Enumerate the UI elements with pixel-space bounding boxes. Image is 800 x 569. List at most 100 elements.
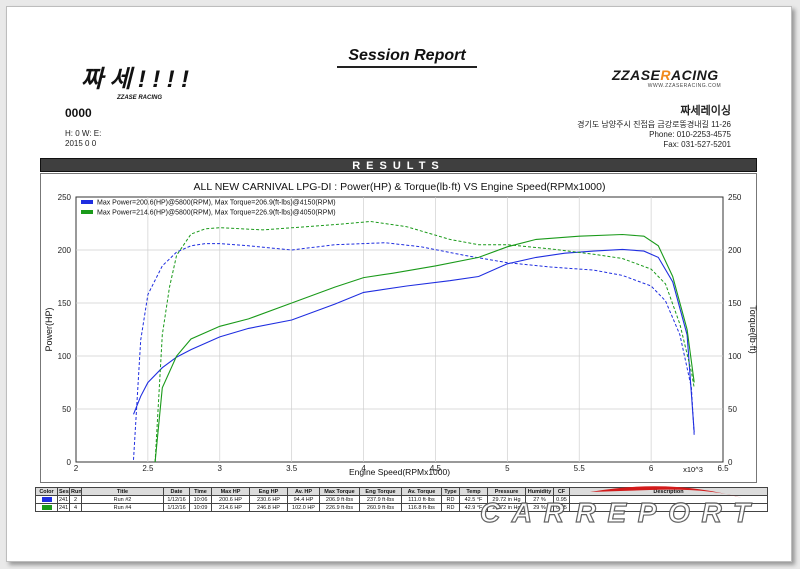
shop-fax: Fax: 031-527-5201	[663, 140, 731, 149]
table-header-cell: Eng Torque	[359, 487, 402, 496]
plot-area	[75, 196, 724, 463]
color-swatch-cell	[35, 503, 58, 512]
table-header-cell: Run	[69, 487, 82, 496]
table-cell: 111.0 ft·lbs	[401, 495, 442, 504]
y-tick-label-right: 250	[728, 193, 742, 202]
results-header: RESULTS	[40, 158, 757, 172]
chart-title: ALL NEW CARNIVAL LPG-DI : Power(HP) & To…	[194, 181, 606, 193]
y-tick-label-left: 100	[58, 352, 72, 361]
series-2-power-line	[154, 233, 695, 463]
y-tick-label-right: 50	[728, 405, 737, 414]
y-tick-label-left: 200	[58, 246, 72, 255]
table-cell: 241	[57, 495, 70, 504]
page-title: Session Report	[337, 47, 477, 68]
vehicle-meta: H: 0 W: E:	[65, 129, 102, 138]
y-tick-label-right: 200	[728, 246, 742, 255]
table-header-cell: Type	[441, 487, 460, 496]
shop-address: 경기도 남양주시 진접읍 금강로뚱경내길 11-26	[577, 120, 731, 129]
table-header-cell: Time	[189, 487, 212, 496]
table-cell: 241	[57, 503, 70, 512]
legend-swatch	[81, 200, 93, 204]
results-table: Color Ses Run Title Date Time Max HP Eng HP Av. …	[35, 487, 768, 512]
y-tick-label-left: 250	[58, 193, 72, 202]
x-tick-label: 4.5	[430, 464, 442, 473]
carreport-watermark: CARREPORT	[479, 486, 753, 528]
watermark-swoosh	[590, 486, 742, 498]
run-color-swatch	[41, 504, 52, 510]
table-cell: 237.9 ft·lbs	[359, 495, 402, 504]
y-tick-label-right: 0	[728, 458, 733, 467]
table-cell: 10:06	[189, 495, 212, 504]
x-tick-label: 6	[649, 464, 654, 473]
x-axis-multiplier: x10^3	[683, 465, 703, 474]
table-cell: 2	[69, 495, 82, 504]
table-cell: 10:09	[189, 503, 212, 512]
table-header-cell: Eng HP	[249, 487, 288, 496]
legend-swatch	[81, 210, 93, 214]
x-tick-label: 2.5	[142, 464, 154, 473]
table-header-cell: Ses	[57, 487, 70, 496]
table-header-cell: Date	[163, 487, 190, 496]
legend-entry: Max Power=200.6(HP)@5800(RPM), Max Torqu…	[97, 200, 336, 207]
table-cell: RD	[441, 495, 460, 504]
y-tick-label-right: 100	[728, 352, 742, 361]
table-header-cell: Av. HP	[287, 487, 320, 496]
table-cell: 94.4 HP	[287, 495, 320, 504]
table-cell: 1/12/16	[163, 495, 190, 504]
left-logo-text: 짜세!!!!	[81, 66, 189, 93]
right-logo: ZZASERACING WWW.ZZASERACING.COM	[612, 67, 757, 97]
table-cell: 206.9 ft·lbs	[319, 495, 360, 504]
right-logo-brand: ZZASERACING	[612, 67, 719, 83]
x-tick-label: 2	[74, 464, 79, 473]
x-tick-label: 5.5	[574, 464, 586, 473]
shop-info: 짜세레이싱 경기도 남양주시 진접읍 금강로뚱경내길 11-26 Phone: …	[577, 106, 731, 150]
report-date: 2015 0 0	[65, 139, 97, 148]
series-1-torque-line	[133, 242, 695, 460]
run-color-swatch	[41, 496, 52, 502]
table-cell: 246.8 HP	[249, 503, 288, 512]
table-cell: Run #4	[81, 503, 164, 512]
table-cell: 230.6 HP	[249, 495, 288, 504]
y-tick-label-right: 150	[728, 299, 742, 308]
table-header-row: Color Ses Run Title Date Time Max HP Eng HP Av. …	[35, 487, 768, 496]
table-header-cell: Title	[81, 487, 164, 496]
table-header-cell: Color	[35, 487, 58, 496]
table-cell: 200.6 HP	[211, 495, 250, 504]
table-cell: 116.8 ft·lbs	[401, 503, 442, 512]
table-cell: 226.9 ft·lbs	[319, 503, 360, 512]
table-cell: RD	[441, 503, 460, 512]
series-2-torque-line	[154, 220, 695, 463]
table-cell: Run #2	[81, 495, 164, 504]
table-header-cell: Av. Torque	[401, 487, 442, 496]
x-tick-label: 6.5	[717, 464, 729, 473]
right-logo-sub: WWW.ZZASERACING.COM	[647, 83, 722, 89]
table-cell	[569, 503, 768, 512]
left-logo: 짜세!!!! ZZASE RACING	[81, 66, 189, 101]
dyno-chart: 2 2.5 3 3.5 4 4.5 5 5.5 6 6.5 0 0 50 50 100 100 150 150 20…	[40, 173, 758, 483]
watermark-text: CARREPORT	[480, 497, 753, 528]
y-tick-label-left: 0	[67, 458, 72, 467]
y-axis-label-left: Power(HP)	[44, 307, 54, 351]
series-1-power-line	[132, 248, 695, 433]
table-cell: 214.6 HP	[211, 503, 250, 512]
color-swatch-cell	[35, 495, 58, 504]
y-axis-label-right: Torque(lb·ft)	[748, 305, 758, 354]
x-tick-label: 4	[361, 464, 366, 473]
table-cell: 4	[69, 503, 82, 512]
x-axis-label: Engine Speed(RPMx1000)	[349, 467, 450, 477]
x-tick-label: 3	[218, 464, 223, 473]
table-body: 241 2 Run #2 1/12/16 10:06 200.6 HP 230.6 HP 94…	[35, 495, 768, 512]
y-tick-label-left: 150	[58, 299, 72, 308]
x-tick-label: 3.5	[286, 464, 298, 473]
shop-name: 짜세레이싱	[680, 105, 731, 117]
table-header-cell: Max Torque	[319, 487, 360, 496]
table-cell: 1/12/16	[163, 503, 190, 512]
y-tick-label-left: 50	[62, 405, 71, 414]
table-cell: 102.0 HP	[287, 503, 320, 512]
report-code: 0000	[65, 106, 92, 120]
x-tick-label: 5	[505, 464, 510, 473]
table-row[interactable]: 241 4 Run #4 1/12/16 10:09 214.6 HP 246.8 HP 10…	[35, 503, 768, 512]
left-logo-sub: ZZASE RACING	[116, 95, 162, 101]
table-header-cell: Max HP	[211, 487, 250, 496]
